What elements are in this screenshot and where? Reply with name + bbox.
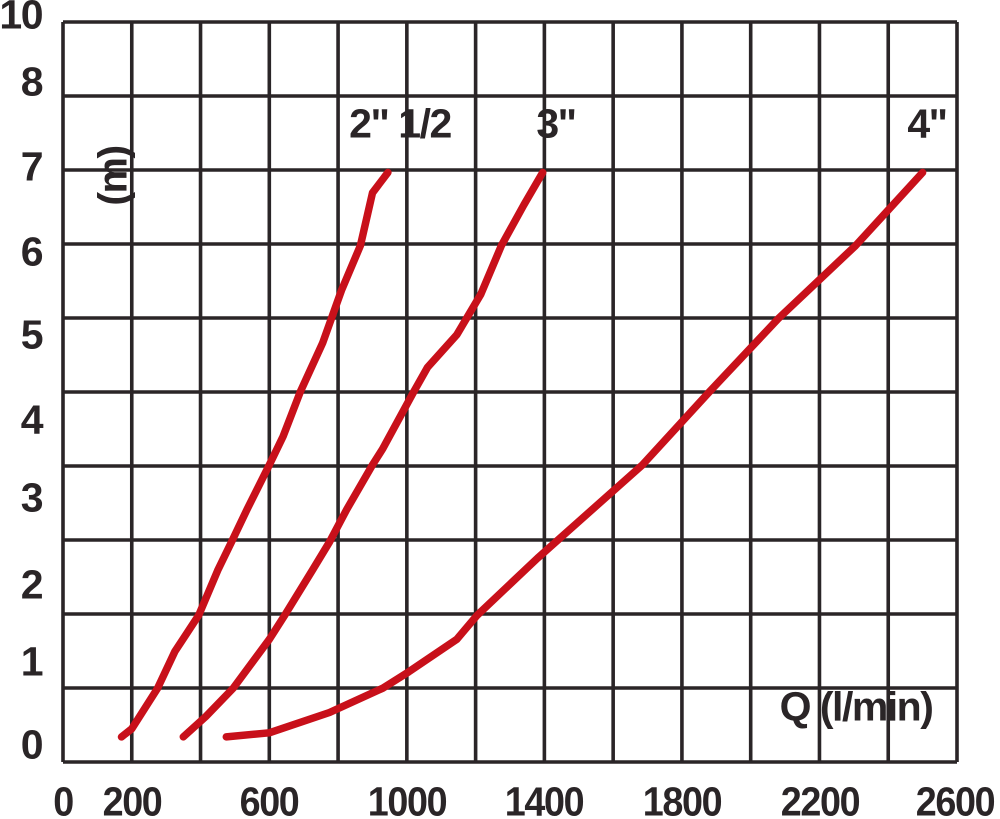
- curve-path-2: [222, 168, 927, 741]
- x-axis-tick-2200: 2200: [780, 778, 861, 819]
- y-axis-tick-0: 0: [20, 721, 44, 768]
- y-axis-tick-2: 2: [20, 561, 44, 608]
- x-axis-tick-0: 0: [53, 778, 74, 819]
- curve-label-3-inch: 3": [536, 100, 577, 147]
- y-axis-tick-4: 4: [20, 396, 44, 443]
- x-axis-tick-1800: 1800: [642, 778, 723, 819]
- y-axis-tick-8: 8: [20, 58, 44, 105]
- x-axis-tick-1400: 1400: [504, 778, 585, 819]
- curve-label-2half-inch: 2" 1/2: [349, 100, 452, 147]
- curve-label-4-inch: 4": [907, 100, 948, 147]
- y-axis-tick-6: 6: [20, 228, 44, 275]
- y-axis-tick-1: 1: [20, 638, 44, 685]
- y-axis-tick-3: 3: [20, 474, 44, 521]
- x-axis-tick-1000: 1000: [367, 778, 448, 819]
- curve-path-0: [117, 168, 392, 741]
- curve-path-1: [179, 168, 547, 741]
- grid-lines: [61, 20, 959, 764]
- y-axis-tick-5: 5: [20, 311, 44, 358]
- x-axis-unit-label: Q (l/min): [779, 683, 934, 730]
- y-axis-tick-10: 10: [0, 0, 43, 38]
- y-axis-unit-label: (m): [89, 146, 136, 206]
- x-axis-tick-200: 200: [102, 778, 163, 819]
- y-axis-tick-7: 7: [20, 143, 44, 190]
- x-axis-tick-600: 600: [239, 778, 300, 819]
- x-axis-tick-2600: 2600: [915, 778, 996, 819]
- pump-curves: [117, 168, 927, 741]
